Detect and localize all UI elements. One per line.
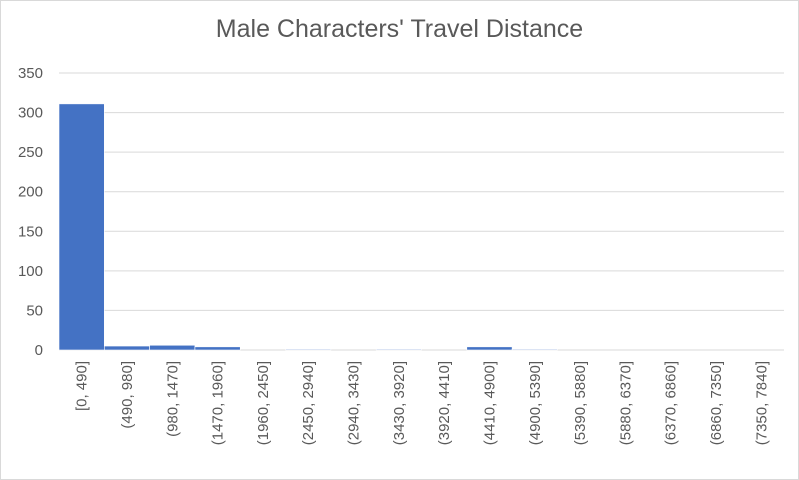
x-tick-label: (980, 1470] (164, 361, 181, 437)
histogram-bar (194, 346, 241, 351)
x-tick-label: (3430, 3920] (391, 361, 408, 445)
x-tick-label: (4900, 5390] (527, 361, 544, 445)
bars (58, 103, 558, 351)
x-tick-label: (1470, 1960] (210, 361, 227, 445)
x-tick-label: (1960, 2450] (255, 361, 272, 445)
histogram-bar (375, 348, 422, 351)
y-tick-label: 0 (35, 342, 43, 359)
histogram-bar (466, 346, 513, 351)
x-tick-label: (2940, 3430] (346, 361, 363, 445)
x-tick-label: (6370, 6860] (663, 361, 680, 445)
x-tick-label: (5880, 6370] (617, 361, 634, 445)
x-tick-label: (3920, 4410] (436, 361, 453, 445)
histogram-bar (104, 345, 150, 351)
histogram-bar (511, 348, 558, 351)
y-tick-label: 200 (18, 184, 43, 201)
x-tick-label: (2450, 2940] (300, 361, 317, 445)
histogram-bar (285, 348, 332, 351)
x-tick-label: (4410, 4900] (481, 361, 498, 445)
gridlines (59, 72, 784, 351)
y-tick-label: 350 (18, 65, 43, 82)
histogram-bar (149, 344, 196, 351)
x-tick-label: (6860, 7350] (708, 361, 725, 445)
y-axis-ticks: 0 50 100 150 200 250 300 350 (18, 65, 43, 359)
y-tick-label: 300 (18, 105, 43, 122)
x-axis-ticks: [0, 490] (490, 980] (980, 1470] (1470, 1960… (74, 361, 771, 445)
x-tick-label: [0, 490] (74, 361, 91, 411)
y-tick-label: 100 (18, 263, 43, 280)
histogram-bar (58, 103, 105, 351)
x-tick-label: (490, 980] (119, 361, 136, 429)
x-tick-label: (7350, 7840] (753, 361, 770, 445)
chart-title: Male Characters' Travel Distance (215, 15, 584, 43)
y-tick-label: 150 (18, 223, 43, 240)
x-tick-label: (5390, 5880] (572, 361, 589, 445)
y-tick-label: 50 (26, 302, 43, 319)
y-tick-label: 250 (18, 144, 43, 161)
